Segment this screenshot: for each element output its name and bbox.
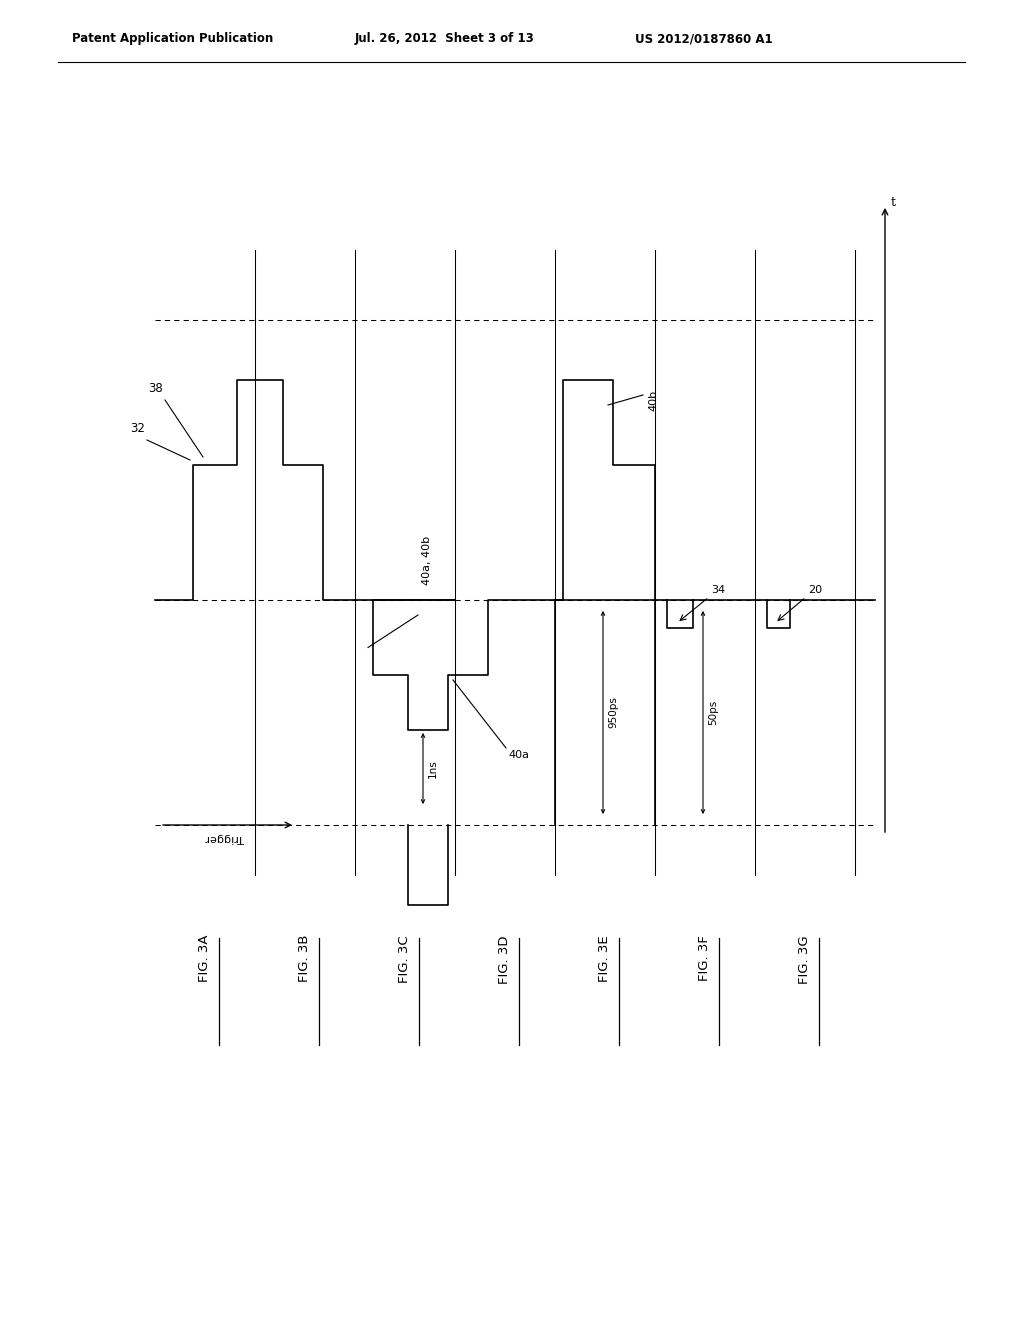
Text: FIG. 3D: FIG. 3D [499, 935, 512, 983]
Text: FIG. 3A: FIG. 3A [199, 935, 212, 982]
Text: 40b: 40b [648, 389, 658, 411]
Text: 38: 38 [148, 381, 163, 395]
Text: FIG. 3F: FIG. 3F [698, 935, 712, 981]
Text: 40a: 40a [508, 750, 529, 760]
Text: Jul. 26, 2012  Sheet 3 of 13: Jul. 26, 2012 Sheet 3 of 13 [355, 32, 535, 45]
Text: FIG. 3B: FIG. 3B [299, 935, 311, 982]
Text: t: t [891, 195, 896, 209]
Text: FIG. 3G: FIG. 3G [799, 935, 811, 983]
Text: 34: 34 [711, 585, 725, 595]
Text: Trigger: Trigger [206, 833, 245, 843]
Text: 20: 20 [808, 585, 822, 595]
Text: FIG. 3E: FIG. 3E [598, 935, 611, 982]
Text: US 2012/0187860 A1: US 2012/0187860 A1 [635, 32, 773, 45]
Text: 950ps: 950ps [608, 697, 618, 729]
Text: 1ns: 1ns [428, 759, 438, 777]
Text: 32: 32 [130, 422, 145, 436]
Text: FIG. 3C: FIG. 3C [398, 935, 412, 982]
Text: Patent Application Publication: Patent Application Publication [72, 32, 273, 45]
Text: 50ps: 50ps [708, 700, 718, 725]
Text: 40a, 40b: 40a, 40b [422, 536, 432, 585]
